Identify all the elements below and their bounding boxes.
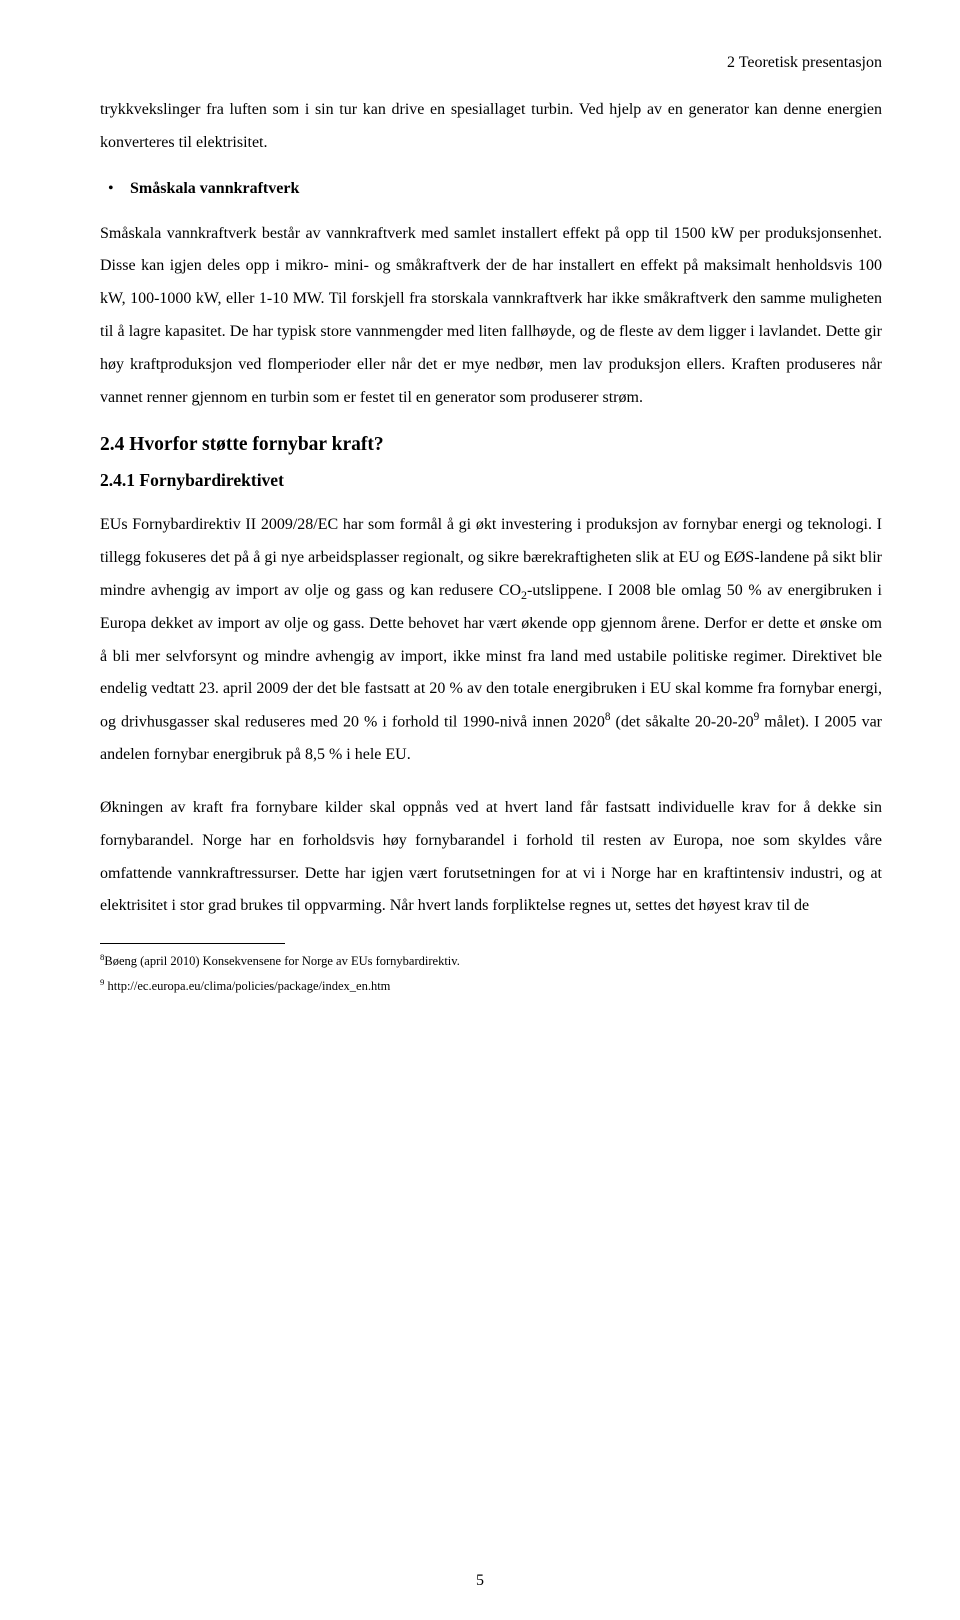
body-paragraph-1: Småskala vannkraftverk består av vannkra… xyxy=(100,218,882,415)
subsection-heading: 2.4.1 Fornybardirektivet xyxy=(100,470,882,491)
bullet-heading: Småskala vannkraftverk xyxy=(130,180,882,198)
header-section-label: 2 Teoretisk presentasjon xyxy=(100,54,882,72)
footnote-separator xyxy=(100,943,285,944)
fn9-text: http://ec.europa.eu/clima/policies/packa… xyxy=(104,980,390,994)
p2-mid: -utslippene. I 2008 ble omlag 50 % av en… xyxy=(100,582,882,731)
page-number: 5 xyxy=(0,1572,960,1590)
body-paragraph-3: Økningen av kraft fra fornybare kilder s… xyxy=(100,792,882,923)
section-heading: 2.4 Hvorfor støtte fornybar kraft? xyxy=(100,434,882,456)
p2-mid2: (det såkalte 20-20-20 xyxy=(611,713,754,730)
fn8-text: Bøeng (april 2010) Konsekvensene for Nor… xyxy=(104,954,459,968)
footnote-9: 9 http://ec.europa.eu/clima/policies/pac… xyxy=(100,975,882,996)
body-paragraph-2: EUs Fornybardirektiv II 2009/28/EC har s… xyxy=(100,509,882,772)
footnote-8: 8Bøeng (april 2010) Konsekvensene for No… xyxy=(100,950,882,971)
intro-paragraph: trykkvekslinger fra luften som i sin tur… xyxy=(100,94,882,160)
